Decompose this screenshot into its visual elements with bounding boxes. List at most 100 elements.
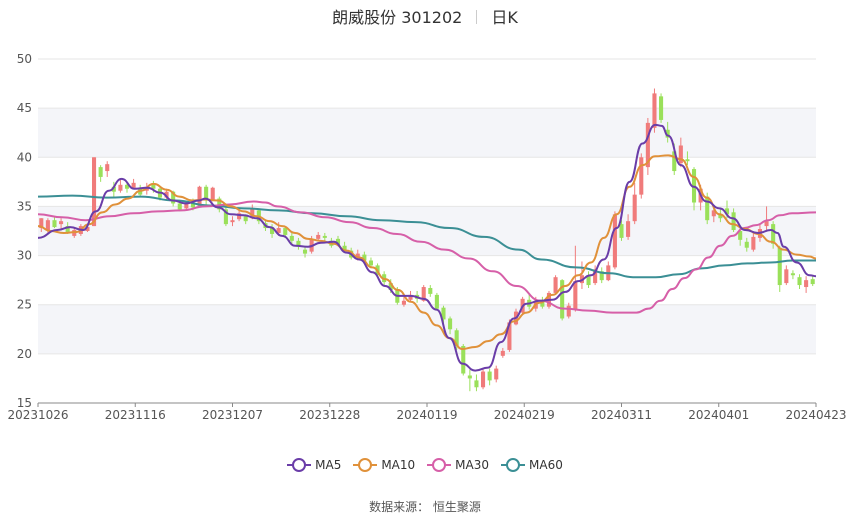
candle bbox=[612, 211, 617, 270]
candle bbox=[428, 285, 433, 297]
candle-body bbox=[480, 371, 486, 388]
candle-body bbox=[744, 241, 749, 248]
candle bbox=[593, 265, 598, 286]
candle-body bbox=[91, 157, 97, 227]
candle bbox=[771, 221, 776, 249]
candle-body bbox=[566, 305, 571, 317]
candle-body bbox=[705, 196, 710, 221]
candle-body bbox=[540, 300, 545, 307]
x-tick-label: 20231207 bbox=[202, 408, 263, 422]
candle bbox=[316, 231, 321, 241]
candle-body bbox=[85, 227, 90, 231]
candle-body bbox=[342, 245, 347, 250]
candle-body bbox=[454, 330, 459, 346]
candle-body bbox=[434, 294, 439, 309]
stock-name: 朗威股份 301202 bbox=[332, 8, 463, 27]
candle bbox=[619, 220, 624, 241]
candle bbox=[124, 182, 130, 193]
candle-body bbox=[111, 186, 116, 192]
candle-body bbox=[573, 281, 578, 310]
legend-label: MA10 bbox=[381, 458, 416, 472]
legend-circle bbox=[358, 458, 373, 472]
period-label[interactable]: 日K bbox=[491, 8, 518, 27]
candle-body bbox=[250, 208, 255, 219]
candle-body bbox=[593, 269, 598, 284]
x-tick-label: 20231026 bbox=[7, 408, 68, 422]
data-source: 数据来源： 恒生聚源 bbox=[369, 500, 481, 514]
candle-body bbox=[751, 236, 756, 250]
candle bbox=[434, 292, 439, 311]
candle-body bbox=[645, 122, 650, 168]
candle bbox=[685, 151, 690, 166]
candle-body bbox=[355, 253, 360, 258]
legend-marker-icon bbox=[353, 458, 378, 472]
candle-body bbox=[461, 345, 466, 374]
candle-body bbox=[685, 159, 690, 162]
candle-body bbox=[401, 300, 406, 305]
candle bbox=[467, 369, 472, 392]
candle-body bbox=[217, 198, 222, 210]
candle-body bbox=[421, 287, 426, 301]
candle bbox=[665, 121, 670, 143]
y-tick-label: 40 bbox=[17, 150, 32, 164]
candle-body bbox=[118, 184, 123, 191]
candle-body bbox=[672, 151, 677, 172]
candle-body bbox=[237, 213, 242, 220]
candle bbox=[494, 365, 499, 383]
legend-item-ma60[interactable]: MA60 bbox=[501, 458, 563, 472]
candle-body bbox=[718, 214, 723, 219]
legend-item-ma30[interactable]: MA30 bbox=[427, 458, 489, 472]
candle bbox=[777, 245, 782, 292]
candle-body bbox=[151, 184, 156, 189]
candle bbox=[790, 270, 795, 280]
candle-body bbox=[797, 277, 802, 286]
candle bbox=[645, 117, 650, 175]
candle bbox=[599, 267, 604, 284]
candle-body bbox=[764, 221, 769, 227]
candle-body bbox=[184, 202, 189, 209]
candle bbox=[573, 245, 578, 312]
candle-body bbox=[302, 249, 308, 254]
candle bbox=[751, 232, 756, 252]
x-tick-label: 20240311 bbox=[591, 408, 652, 422]
x-tick-label: 20240423 bbox=[785, 408, 846, 422]
candle-body bbox=[316, 234, 321, 239]
candle-body bbox=[724, 208, 730, 215]
candle bbox=[448, 316, 453, 335]
candle-body bbox=[52, 220, 57, 228]
legend-item-ma10[interactable]: MA10 bbox=[353, 458, 415, 472]
legend-label: MA60 bbox=[529, 458, 563, 472]
candle-body bbox=[804, 280, 809, 288]
candle-body bbox=[131, 182, 136, 188]
y-tick-label: 25 bbox=[17, 298, 32, 312]
candle-body bbox=[428, 288, 433, 294]
candle-body bbox=[553, 277, 558, 293]
candle bbox=[731, 208, 736, 232]
ma30-line bbox=[37, 200, 817, 314]
grid-band bbox=[38, 304, 816, 354]
candle-body bbox=[368, 260, 374, 266]
candle-body bbox=[197, 186, 202, 207]
title-separator bbox=[476, 10, 478, 24]
candle bbox=[606, 261, 611, 282]
legend-marker-icon bbox=[427, 458, 452, 472]
candle bbox=[105, 161, 110, 177]
candle bbox=[210, 186, 215, 202]
candle-body bbox=[771, 224, 776, 244]
candle bbox=[91, 157, 97, 227]
candle bbox=[804, 276, 809, 293]
candle bbox=[632, 182, 637, 225]
candlestick-chart[interactable]: 15 20 25 30 35 40 45 50 20231026 20231116 2023120… bbox=[0, 0, 850, 450]
legend-label: MA5 bbox=[315, 458, 342, 472]
candle bbox=[98, 165, 103, 182]
candle bbox=[639, 153, 644, 199]
x-tick-label: 20240119 bbox=[396, 408, 457, 422]
legend-label: MA30 bbox=[455, 458, 490, 472]
candle-body bbox=[784, 269, 789, 284]
legend-item-ma5[interactable]: MA5 bbox=[287, 458, 341, 472]
candle-body bbox=[164, 191, 169, 198]
candle-body bbox=[223, 209, 228, 225]
candle bbox=[810, 276, 815, 287]
candle-body bbox=[190, 202, 195, 208]
candle-body bbox=[230, 220, 235, 223]
